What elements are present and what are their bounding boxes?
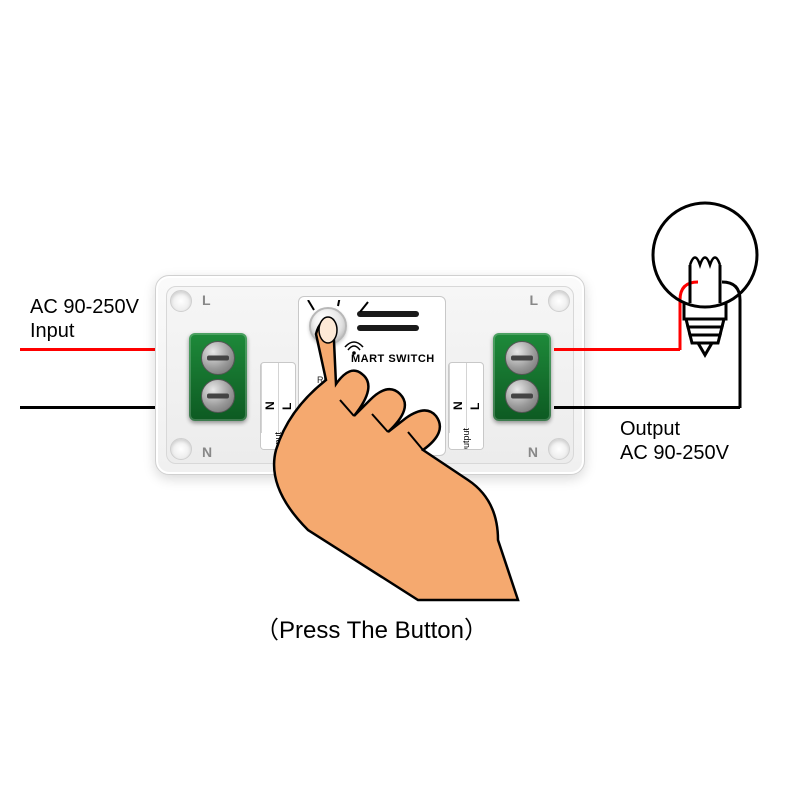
right-neutral-wire [554, 406, 740, 409]
case-mark-N-left: N [202, 444, 212, 460]
input-voltage-line1: AC 90-250V [30, 296, 139, 318]
case-mark-L-left: L [202, 292, 211, 308]
output-label-line2: AC 90-250V [620, 442, 729, 464]
case-screw-br [548, 438, 570, 460]
output-label: Output [620, 418, 680, 441]
diagram-stage: AC 90-250V Input L N L N N L Input [0, 0, 800, 800]
pairing-button[interactable] [309, 307, 347, 345]
input-label-text: Input [30, 320, 74, 342]
input-panel-side: Input [261, 433, 295, 450]
input-screw-N [201, 379, 235, 413]
case-mark-L-right: L [529, 292, 538, 308]
case-screw-bl [170, 438, 192, 460]
reset-mark: R [311, 431, 327, 447]
input-voltage-label: AC 90-250V [30, 296, 139, 319]
output-screw-N [505, 379, 539, 413]
input-screw-L [201, 341, 235, 375]
output-screw-L [505, 341, 539, 375]
input-label-panel: N L Input [260, 362, 296, 450]
output-terminal-block [493, 333, 551, 421]
vent-slot-2 [357, 325, 419, 331]
spec-line-2: Input [317, 391, 337, 401]
case-screw-tr [548, 290, 570, 312]
center-print-panel: MART SWITCH RF: Input Maxloa R [298, 296, 446, 456]
vent-slot-1 [357, 311, 419, 317]
smart-switch-device: L N L N N L Input N L Output [155, 275, 585, 475]
case-screw-tl [170, 290, 192, 312]
device-title: MART SWITCH [351, 353, 435, 365]
output-voltage-label: AC 90-250V [620, 442, 729, 465]
spec-line-3: Maxloa [317, 407, 346, 417]
input-terminal-block [189, 333, 247, 421]
output-label-panel: N L Output [448, 362, 484, 450]
bulb-icon [640, 195, 770, 365]
wifi-icon-small [419, 433, 437, 447]
press-caption: （Press The Button） [255, 610, 488, 645]
output-label-line1: Output [620, 418, 680, 440]
output-panel-side: Output [449, 433, 483, 450]
case-mark-N-right: N [528, 444, 538, 460]
input-label: Input [30, 320, 74, 343]
spec-line-1: RF: [317, 375, 332, 385]
